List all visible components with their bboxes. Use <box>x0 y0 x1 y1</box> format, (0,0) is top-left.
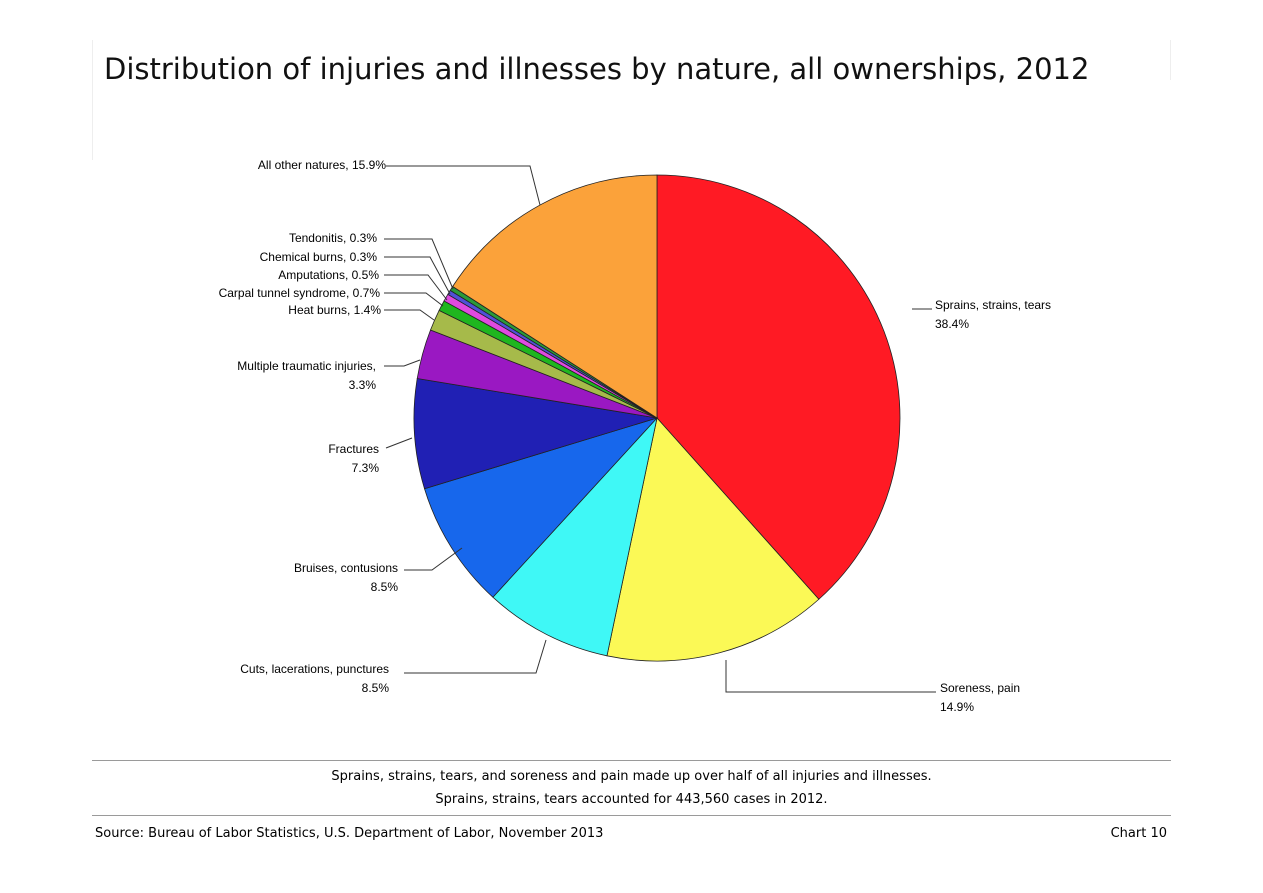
slice-label: Multiple traumatic injuries, 3.3% <box>237 359 376 392</box>
slice-label: Soreness, pain 14.9% <box>940 681 1020 714</box>
leader-line <box>384 292 444 307</box>
leader-line <box>384 309 435 321</box>
footnote-line-1: Sprains, strains, tears, and soreness an… <box>331 769 932 784</box>
leader-line <box>725 660 936 693</box>
chart-title: Distribution of injuries and illnesses b… <box>104 52 1090 86</box>
slice-label: All other natures, 15.9% <box>258 158 386 172</box>
pie-slice-all-other-natures <box>452 174 658 419</box>
slice-label: Sprains, strains, tears 38.4% <box>935 298 1051 331</box>
frame-edge-right <box>1170 40 1171 80</box>
slice-label: Fractures 7.3% <box>328 442 379 475</box>
footnote-line-2: Sprains, strains, tears accounted for 44… <box>435 792 828 807</box>
leader-line <box>404 547 463 571</box>
slice-label: Carpal tunnel syndrome, 0.7% <box>219 286 381 300</box>
slice-label: Tendonitis, 0.3% <box>289 231 377 245</box>
pie-slice-fractures <box>413 378 658 490</box>
chart-number: Chart 10 <box>1110 826 1167 841</box>
divider-bottom <box>92 815 1171 816</box>
pie-slice-soreness-pain <box>606 417 820 662</box>
source-note: Source: Bureau of Labor Statistics, U.S.… <box>95 826 604 841</box>
pie-slice-sprains-strains-tears <box>656 174 901 600</box>
slice-label: Heat burns, 1.4% <box>288 303 381 317</box>
leader-line <box>384 274 448 301</box>
leader-line <box>384 256 451 295</box>
leader-lines <box>384 165 936 693</box>
slice-label: Cuts, lacerations, punctures 8.5% <box>240 662 389 695</box>
leader-line <box>404 639 547 674</box>
slice-label: Bruises, contusions 8.5% <box>294 561 398 594</box>
pie-slice-cuts-lacerations-punctures <box>492 416 658 657</box>
divider-top <box>92 760 1171 761</box>
leader-line <box>385 437 413 449</box>
frame-edge-left <box>92 40 93 160</box>
leader-line <box>384 359 421 367</box>
slice-labels: Sprains, strains, tears 38.4% Soreness, pa… <box>219 158 1051 714</box>
slice-label: Chemical burns, 0.3% <box>260 250 378 264</box>
leader-line <box>386 165 541 206</box>
pie-slices <box>413 174 901 662</box>
pie-slice-bruises-contusions <box>424 417 659 598</box>
slice-label: Amputations, 0.5% <box>278 268 379 282</box>
leader-line <box>384 238 454 290</box>
